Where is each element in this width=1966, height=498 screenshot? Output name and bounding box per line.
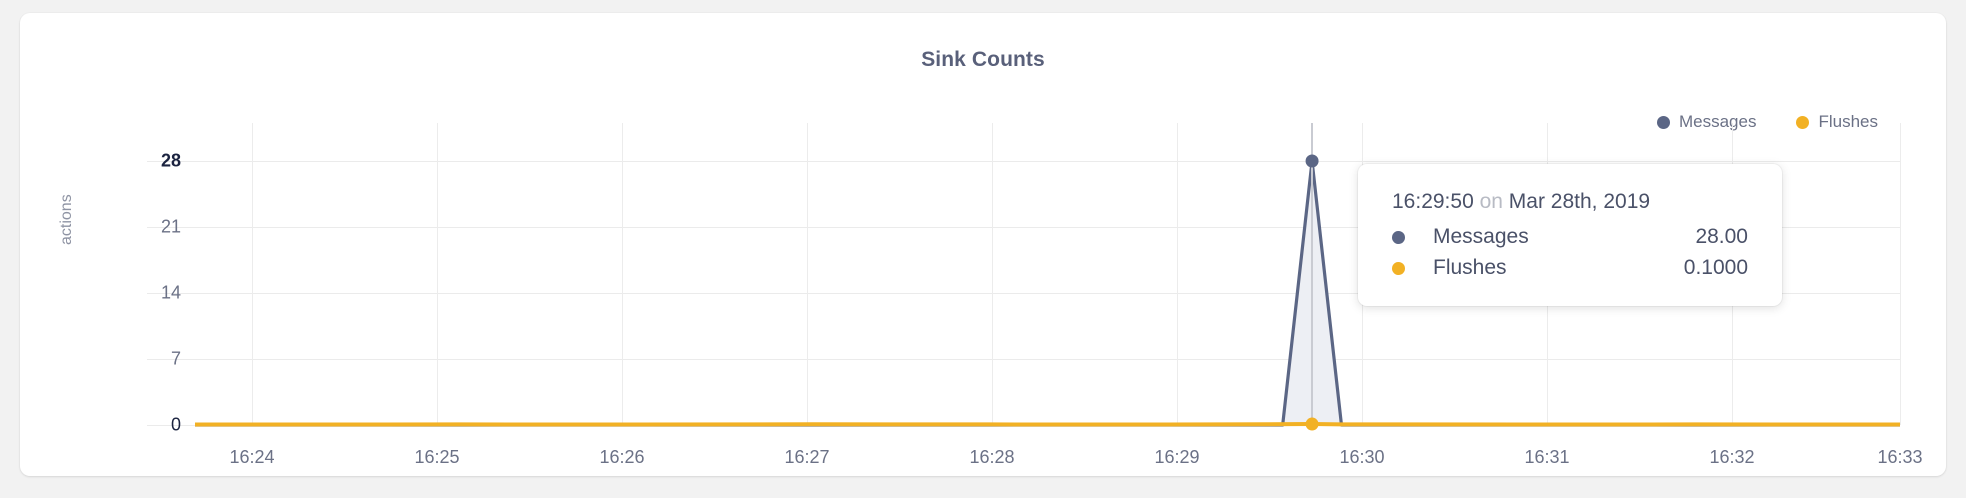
- x-axis-tick-9: 16:33: [1877, 447, 1923, 467]
- gridline-vertical: [622, 123, 623, 425]
- series-canvas: [195, 159, 1900, 427]
- tooltip-dot-icon: [1392, 230, 1405, 244]
- chart-card: Sink Counts Messages Flushes actions: [20, 13, 1946, 476]
- gridline-vertical: [1900, 123, 1901, 425]
- gridline-vertical: [437, 123, 438, 425]
- x-axis-tick-0: 16:24: [229, 447, 275, 467]
- tooltip-label-messages: Messages: [1433, 225, 1529, 248]
- tooltip-row-flushes: Flushes 0.1000: [1392, 256, 1748, 280]
- gridline-vertical: [807, 123, 808, 425]
- x-axis-tick-2: 16:26: [599, 447, 645, 467]
- gridline-horizontal: [147, 359, 1900, 360]
- y-axis-tick-0: 0: [170, 414, 181, 435]
- y-axis-tick-21: 21: [160, 216, 181, 237]
- hover-crosshair: [1311, 123, 1314, 427]
- legend-dot-icon: [1796, 115, 1810, 129]
- page-title: Sink Counts: [921, 48, 1045, 71]
- marker-messages[interactable]: [1305, 154, 1319, 168]
- y-axis-tick-14: 14: [160, 282, 181, 303]
- tooltip-row-messages: Messages 28.00: [1392, 225, 1748, 249]
- tooltip-on-word: on: [1479, 190, 1503, 213]
- legend-label-messages: Messages: [1678, 112, 1757, 131]
- x-axis-tick-3: 16:27: [784, 447, 830, 467]
- x-axis-tick-8: 16:32: [1709, 447, 1755, 467]
- y-axis-tick-28: 28: [160, 150, 181, 171]
- gridline-horizontal: [147, 293, 1900, 294]
- legend-item-messages[interactable]: Messages: [1656, 112, 1757, 132]
- tooltip-value-messages: 28.00: [1695, 225, 1748, 248]
- legend-item-flushes[interactable]: Flushes: [1796, 112, 1878, 132]
- tooltip-date: Mar 28th, 2019: [1508, 190, 1651, 213]
- x-axis-tick-6: 16:30: [1339, 447, 1385, 467]
- chart-legend: Messages Flushes: [1656, 112, 1878, 132]
- gridline-horizontal: [147, 161, 1900, 162]
- gridline-horizontal: [147, 227, 1900, 228]
- tooltip-header: 16:29:50 on Mar 28th, 2019: [1392, 190, 1748, 214]
- x-axis-tick-7: 16:31: [1524, 447, 1570, 467]
- x-axis-tick-4: 16:28: [969, 447, 1015, 467]
- hover-tooltip: 16:29:50 on Mar 28th, 2019 Messages 28.0…: [1358, 164, 1782, 306]
- marker-canvas: [1305, 154, 1319, 431]
- legend-dot-icon: [1656, 115, 1670, 129]
- tooltip-time: 16:29:50: [1392, 190, 1474, 213]
- marker-flushes[interactable]: [1305, 417, 1319, 431]
- y-axis-tick-7: 7: [170, 348, 181, 369]
- tooltip-label-flushes: Flushes: [1433, 256, 1507, 279]
- gridline-vertical: [1177, 123, 1178, 425]
- tooltip-dot-icon: [1392, 261, 1405, 275]
- x-axis-tick-1: 16:25: [414, 447, 460, 467]
- gridline-vertical: [992, 123, 993, 425]
- tooltip-value-flushes: 0.1000: [1683, 256, 1748, 279]
- gridline-vertical: [252, 123, 253, 425]
- y-axis-title: actions: [58, 194, 75, 245]
- x-axis-tick-5: 16:29: [1154, 447, 1200, 467]
- legend-label-flushes: Flushes: [1818, 112, 1878, 131]
